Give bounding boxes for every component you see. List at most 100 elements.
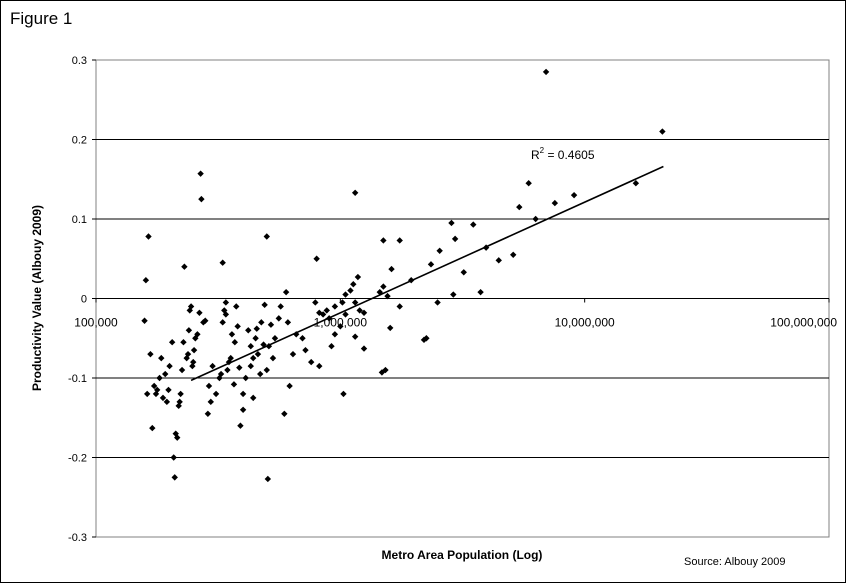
- data-point: [282, 288, 290, 296]
- data-point: [532, 215, 539, 223]
- data-point: [263, 233, 270, 240]
- data-point: [219, 319, 226, 326]
- data-point: [228, 331, 236, 338]
- data-point: [216, 374, 223, 382]
- data-point: [171, 474, 178, 481]
- data-point: [159, 394, 167, 402]
- y-tick-label: 0: [81, 294, 87, 306]
- data-point: [316, 362, 323, 370]
- data-point: [227, 354, 234, 362]
- data-point: [233, 303, 240, 310]
- data-point: [204, 410, 212, 417]
- data-point: [252, 335, 259, 342]
- data-point: [356, 307, 363, 314]
- data-point: [342, 311, 349, 318]
- data-point: [189, 362, 196, 370]
- data-point: [269, 354, 277, 362]
- data-point: [264, 475, 272, 483]
- data-point: [237, 422, 244, 429]
- data-point: [277, 303, 284, 310]
- data-point: [247, 343, 254, 350]
- data-point: [254, 350, 262, 358]
- data-point: [231, 339, 239, 346]
- data-point: [460, 269, 467, 276]
- data-point: [308, 358, 315, 366]
- y-tick-label: 0.2: [72, 135, 87, 147]
- data-point: [289, 350, 297, 358]
- data-point: [250, 354, 257, 362]
- data-point: [659, 128, 666, 135]
- data-point: [142, 277, 150, 284]
- data-point: [178, 366, 186, 374]
- data-point: [316, 309, 323, 317]
- data-point: [234, 323, 241, 330]
- data-point: [168, 339, 176, 346]
- data-point: [331, 303, 339, 310]
- data-point: [175, 402, 182, 410]
- data-point: [222, 299, 230, 306]
- data-point: [207, 398, 214, 406]
- data-point: [284, 319, 292, 326]
- data-point: [354, 273, 362, 281]
- data-point: [141, 317, 148, 324]
- r-squared-value: = 0.4605: [544, 148, 595, 162]
- data-point: [163, 398, 171, 406]
- data-point: [170, 454, 177, 461]
- data-point: [267, 321, 275, 328]
- data-point: [177, 390, 184, 398]
- data-point: [331, 331, 339, 338]
- data-point: [183, 354, 190, 362]
- data-point: [450, 291, 457, 298]
- data-points: [141, 68, 666, 483]
- data-point: [396, 303, 403, 310]
- data-point: [495, 257, 502, 264]
- y-axis-ticks: -0.3 -0.2 -0.1 0 0.1 0.2 0.3: [68, 55, 96, 544]
- data-point: [209, 362, 216, 370]
- source-note: Source: Albouy 2009: [684, 556, 786, 568]
- data-point: [312, 299, 319, 306]
- data-point: [360, 345, 368, 352]
- y-tick-label: -0.1: [68, 373, 87, 385]
- data-point: [342, 291, 349, 298]
- data-point: [434, 299, 441, 306]
- x-tick-label: 100,000: [74, 316, 118, 330]
- data-point: [328, 343, 335, 350]
- data-point: [632, 180, 640, 187]
- data-point: [477, 288, 484, 296]
- data-point: [196, 309, 203, 317]
- data-point: [387, 324, 394, 332]
- data-point: [174, 434, 181, 441]
- data-point: [380, 283, 387, 290]
- data-point: [337, 323, 344, 330]
- data-point: [198, 195, 205, 203]
- data-point: [339, 299, 346, 306]
- y-tick-label: 0.1: [72, 214, 87, 226]
- data-point: [192, 335, 199, 342]
- trendline: [190, 165, 664, 382]
- data-point: [350, 280, 357, 288]
- data-point: [245, 327, 252, 334]
- data-point: [166, 362, 173, 370]
- data-point: [313, 255, 320, 262]
- x-tick-label: 100,000,000: [770, 316, 837, 330]
- data-point: [378, 369, 386, 376]
- figure-label: Figure 1: [10, 9, 73, 28]
- data-point: [221, 307, 228, 314]
- x-tick-label: 10,000,000: [555, 316, 615, 330]
- data-point: [396, 237, 403, 244]
- data-point: [542, 68, 550, 76]
- x-axis-title: Metro Area Population (Log): [382, 548, 543, 562]
- data-point: [165, 386, 172, 394]
- data-point: [147, 350, 154, 358]
- data-point: [570, 191, 578, 199]
- data-point: [525, 180, 532, 187]
- data-point: [351, 299, 359, 306]
- data-point: [156, 374, 163, 382]
- data-point: [239, 390, 247, 398]
- data-point: [261, 301, 268, 309]
- data-point: [239, 406, 247, 413]
- data-point: [380, 237, 387, 244]
- data-point: [286, 382, 293, 390]
- data-point: [258, 319, 265, 326]
